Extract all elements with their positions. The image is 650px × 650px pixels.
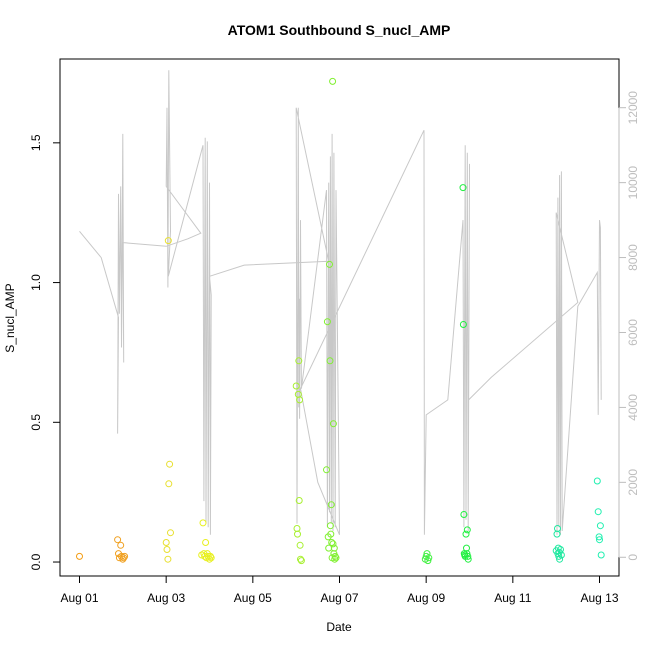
x-axis-title: Date [326,620,352,634]
data-point [326,260,333,268]
data-point [202,539,210,546]
data-point [326,522,334,530]
y-tick-label: 0.5 [29,414,43,431]
x-axis: Aug 01 Aug 03 Aug 05 Aug 07 Aug 09 Aug 11 Aug … [60,575,619,605]
data-point [207,554,215,562]
data-point [596,522,604,530]
data-point [163,546,171,553]
data-point [328,539,336,546]
data-point [166,460,174,468]
data-point [114,536,122,544]
data-point [327,501,335,509]
data-point [554,525,561,532]
x-tick-label: Aug 09 [407,591,445,605]
y-tick-label: 1.0 [29,274,43,291]
y2-tick-label: 2000 [626,469,640,496]
chart-title: ATOM1 Southbound S_nucl_AMP [228,22,451,38]
y-axis-left: 0.0 0.5 1.0 1.5 [29,134,61,570]
data-point [462,530,470,538]
x-tick-label: Aug 03 [147,591,185,605]
x-tick-label: Aug 11 [494,591,531,605]
data-point [329,77,337,85]
data-point [597,551,605,559]
y2-tick-label: 6000 [626,319,640,346]
x-tick-label: Aug 07 [320,591,358,605]
data-point [295,357,303,365]
scatter-points [76,77,605,565]
data-point [297,555,304,563]
x-tick-label: Aug 13 [580,591,618,605]
data-point [164,555,172,563]
data-point [594,508,602,516]
data-point [294,530,301,538]
y2-tick-label: 4000 [626,394,640,421]
data-point [332,554,340,562]
data-point [327,530,335,538]
y2-tick-label: 12000 [626,91,640,125]
data-point [296,396,304,404]
y-tick-label: 0.0 [29,553,43,570]
data-point [117,541,125,549]
y2-tick-label: 0 [626,554,640,561]
y-tick-label: 1.5 [29,134,43,151]
y2-tick-label: 8000 [626,244,640,271]
data-point [596,536,603,544]
x-tick-label: Aug 05 [234,591,272,605]
data-point [425,554,433,562]
data-point [165,480,173,488]
data-point [292,382,300,390]
data-point [323,466,330,474]
data-point [423,550,431,558]
secondary-series-line [79,70,602,535]
data-point [121,552,129,560]
data-point [331,555,339,563]
data-point [460,511,468,518]
data-point [167,529,174,537]
data-point [162,539,170,546]
data-point [459,321,467,328]
y2-tick-label: 10000 [626,166,640,200]
data-point [199,519,207,527]
secondary-line-series [79,70,602,535]
data-point [206,552,214,560]
data-point [557,551,565,559]
data-point [297,557,305,565]
data-point [330,544,338,552]
data-point [593,477,601,485]
data-point [164,237,172,245]
data-point [76,552,83,560]
data-point [296,541,304,549]
x-tick-label: Aug 01 [60,591,98,605]
y-axis-title: S_nucl_AMP [3,283,17,352]
y-axis-right: 0 2000 4000 6000 8000 10000 12000 [618,91,640,561]
data-point [459,184,467,192]
data-point [326,357,334,365]
data-point [331,552,339,560]
data-point [463,526,471,534]
data-point [295,497,303,504]
data-point [329,420,337,428]
data-point [464,555,472,563]
data-point [323,318,331,326]
data-point [464,552,472,560]
data-point [329,540,337,548]
data-point [595,533,603,541]
data-point [120,554,128,562]
data-point [556,555,564,563]
